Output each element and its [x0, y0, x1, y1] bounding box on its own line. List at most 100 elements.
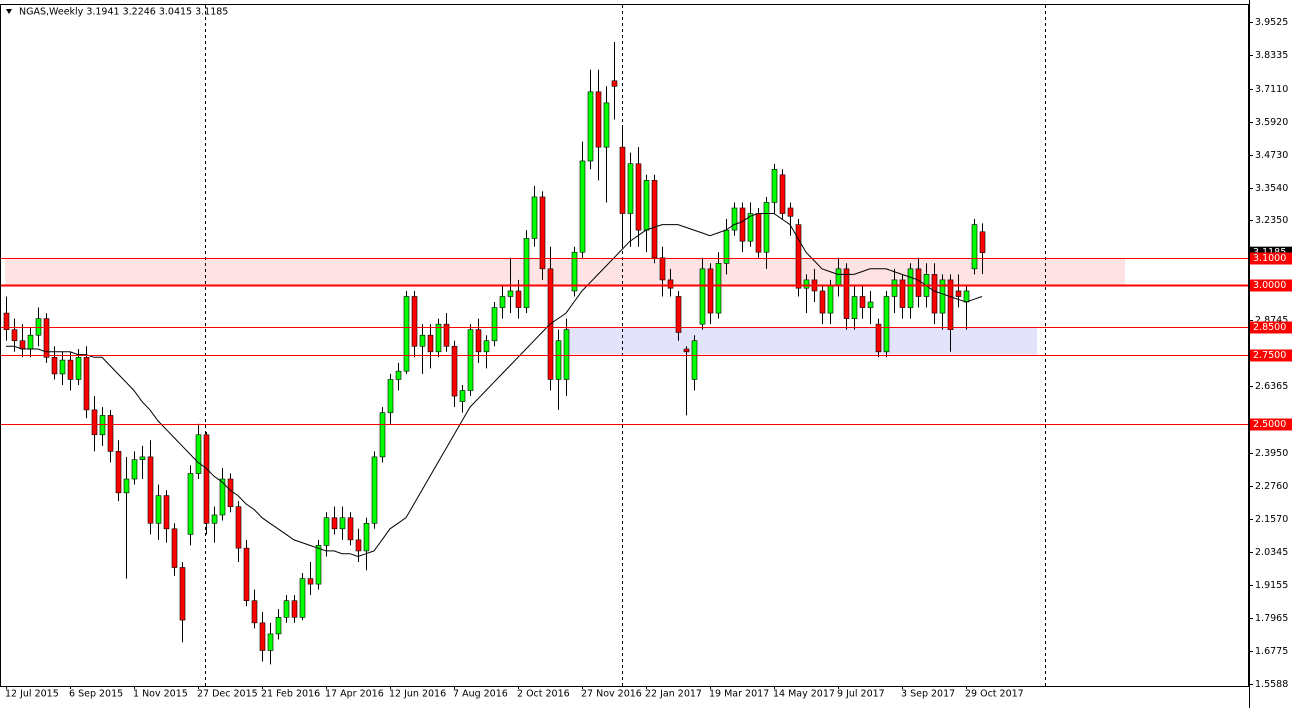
x-tick-label: 27 Nov 2016 — [581, 689, 642, 700]
candle-body — [739, 207, 746, 242]
candle-body — [787, 207, 794, 217]
candle-body — [635, 163, 642, 231]
candle-body — [19, 340, 26, 350]
x-tick-label: 3 Sep 2017 — [901, 689, 955, 700]
candle-body — [339, 517, 346, 530]
level-label: 2.5000 — [1253, 419, 1286, 430]
candle-body — [443, 323, 450, 347]
candle-body — [699, 268, 706, 325]
candle-body — [531, 196, 538, 239]
candle-body — [499, 296, 506, 308]
candle-body — [43, 318, 50, 358]
candle-body — [123, 478, 130, 494]
candle-body — [571, 251, 578, 292]
candle-body — [267, 633, 274, 651]
candle-body — [11, 329, 18, 342]
zone — [565, 326, 1037, 355]
x-tick-label: 27 Dec 2015 — [197, 689, 258, 700]
candle-body — [771, 168, 778, 203]
candle-body — [227, 478, 234, 507]
x-tick-label: 21 Feb 2016 — [261, 689, 320, 700]
candle-body — [323, 517, 330, 546]
y-tick-label: 2.6365 — [1255, 381, 1288, 392]
candle-body — [595, 91, 602, 148]
y-tick-label: 3.5920 — [1255, 117, 1288, 128]
candle-body — [795, 224, 802, 289]
y-tick-label: 3.4730 — [1255, 150, 1288, 161]
candle-body — [915, 268, 922, 297]
y-tick-label: 2.0345 — [1255, 547, 1288, 558]
candle-body — [555, 340, 562, 380]
candle-body — [939, 279, 946, 314]
zones — [5, 257, 1125, 355]
candle-body — [619, 146, 626, 214]
candle-body — [451, 345, 458, 397]
candle-body — [891, 279, 898, 297]
level-label: 3.1000 — [1253, 253, 1286, 264]
candle-body — [59, 359, 66, 375]
candle-body — [139, 456, 146, 460]
candle-body — [755, 213, 762, 253]
candle-body — [627, 163, 634, 214]
y-tick-label: 3.8335 — [1255, 50, 1288, 61]
candle-body — [251, 600, 258, 624]
candle-body — [651, 180, 658, 259]
candle-body — [299, 578, 306, 618]
candle-body — [67, 359, 74, 380]
candle-body — [3, 312, 10, 330]
menu-arrow[interactable] — [6, 9, 12, 14]
candle-body — [779, 174, 786, 214]
candle-body — [99, 415, 106, 436]
candle-body — [835, 268, 842, 286]
candle-body — [883, 296, 890, 353]
level-label: 3.0000 — [1253, 280, 1286, 291]
candle-body — [491, 307, 498, 342]
x-tick-label: 9 Jul 2017 — [837, 689, 885, 700]
candle-body — [643, 180, 650, 231]
candle-body — [843, 268, 850, 319]
candle-body — [195, 434, 202, 474]
candle-body — [371, 456, 378, 524]
candle-body — [51, 357, 58, 375]
candle-body — [179, 567, 186, 621]
candle-body — [187, 473, 194, 535]
level-label-box — [1250, 418, 1292, 431]
x-tick-label: 12 Jun 2016 — [389, 689, 446, 700]
candle-body — [851, 296, 858, 319]
candle-body — [963, 290, 970, 303]
candle-body — [307, 578, 314, 585]
x-tick-label: 29 Oct 2017 — [965, 689, 1024, 700]
y-tick-label: 1.6775 — [1255, 646, 1288, 657]
x-tick-label: 17 Apr 2016 — [325, 689, 384, 700]
y-tick-label: 2.8745 — [1255, 315, 1288, 326]
candle-body — [475, 329, 482, 353]
x-tick-label: 12 Jul 2015 — [5, 689, 59, 700]
y-tick-label: 3.3540 — [1255, 183, 1288, 194]
candle-body — [355, 539, 362, 552]
candle-body — [539, 196, 546, 270]
candle-body — [411, 296, 418, 347]
candle-body — [931, 274, 938, 314]
candle-body — [331, 517, 338, 530]
candle-body — [283, 600, 290, 618]
candle-body — [427, 334, 434, 353]
candle-body — [275, 617, 282, 635]
x-tick-label: 6 Sep 2015 — [69, 689, 123, 700]
candle-body — [515, 290, 522, 308]
candle-body — [579, 160, 586, 253]
candle-body — [691, 340, 698, 380]
candle-body — [387, 379, 394, 413]
candle-body — [483, 340, 490, 353]
zone — [5, 257, 1125, 286]
candle-body — [243, 547, 250, 602]
candle-body — [707, 268, 714, 314]
candle-body — [235, 506, 242, 549]
candle-body — [867, 301, 874, 308]
y-tick-label: 1.7965 — [1255, 613, 1288, 624]
candle-body — [291, 600, 298, 618]
candle-body — [131, 459, 138, 480]
candle-body — [955, 290, 962, 297]
candle-body — [347, 517, 354, 541]
x-tick-label: 2 Oct 2016 — [517, 689, 570, 700]
